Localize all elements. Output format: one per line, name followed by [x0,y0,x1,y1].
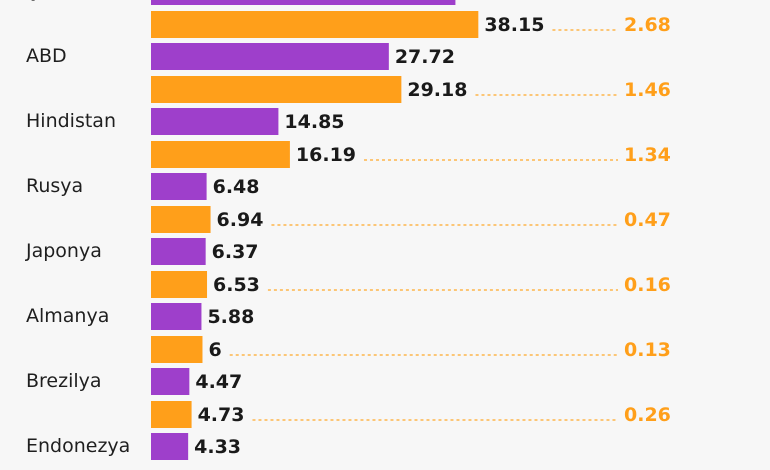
value-label-series2-in: 38.15 [484,14,544,36]
category-label-endonezya: Endonezya [26,435,130,457]
value-label-series2-brezilya: 4.73 [198,404,245,426]
bar-series2-japonya [151,271,208,298]
value-label-series2-rusya: 6.94 [217,209,264,231]
bar-series1-hindistan [151,108,279,135]
bar-series2-abd [151,76,402,103]
value-label-series2-japonya: 6.53 [213,274,260,296]
value-label-series1-japonya: 6.37 [212,241,259,263]
bar-series1-rusya [151,173,207,200]
category-label-rusya: Rusya [26,175,83,197]
difference-label-almanya: 0.13 [624,339,671,361]
category-label-japonya: Japonya [25,240,102,262]
difference-label-abd: 1.46 [624,79,671,101]
category-label-in: Çin [26,0,57,2]
bar-series1-almanya [151,303,202,330]
category-label-brezilya: Brezilya [26,370,102,392]
value-label-series1-abd: 27.72 [395,46,455,68]
bar-series2-almanya [151,336,203,363]
value-label-series1-hindistan: 14.85 [284,111,344,133]
bar-series2-rusya [151,206,211,233]
bar-series2-in [151,11,479,38]
category-label-hindistan: Hindistan [26,110,116,132]
bar-series1-japonya [151,238,206,265]
difference-label-rusya: 0.47 [624,209,671,231]
difference-label-in: 2.68 [624,14,671,36]
bar-series2-brezilya [151,401,192,428]
value-label-series1-brezilya: 4.47 [195,371,242,393]
value-label-series1-rusya: 6.48 [213,176,260,198]
difference-label-japonya: 0.16 [624,274,671,296]
value-label-series1-endonezya: 4.33 [194,436,241,458]
bar-series1-brezilya [151,368,190,395]
difference-label-brezilya: 0.26 [624,404,671,426]
value-label-series2-almanya: 6 [208,339,221,361]
value-label-series1-almanya: 5.88 [207,306,254,328]
bar-series2-hindistan [151,141,290,168]
bar-series1-in [151,0,456,5]
category-label-almanya: Almanya [26,305,109,327]
value-label-series2-hindistan: 16.19 [296,144,356,166]
bar-series1-endonezya [151,433,189,460]
value-label-series2-abd: 29.18 [407,79,467,101]
category-label-abd: ABD [26,45,67,67]
difference-label-hindistan: 1.34 [624,144,671,166]
bar-series1-abd [151,43,389,70]
